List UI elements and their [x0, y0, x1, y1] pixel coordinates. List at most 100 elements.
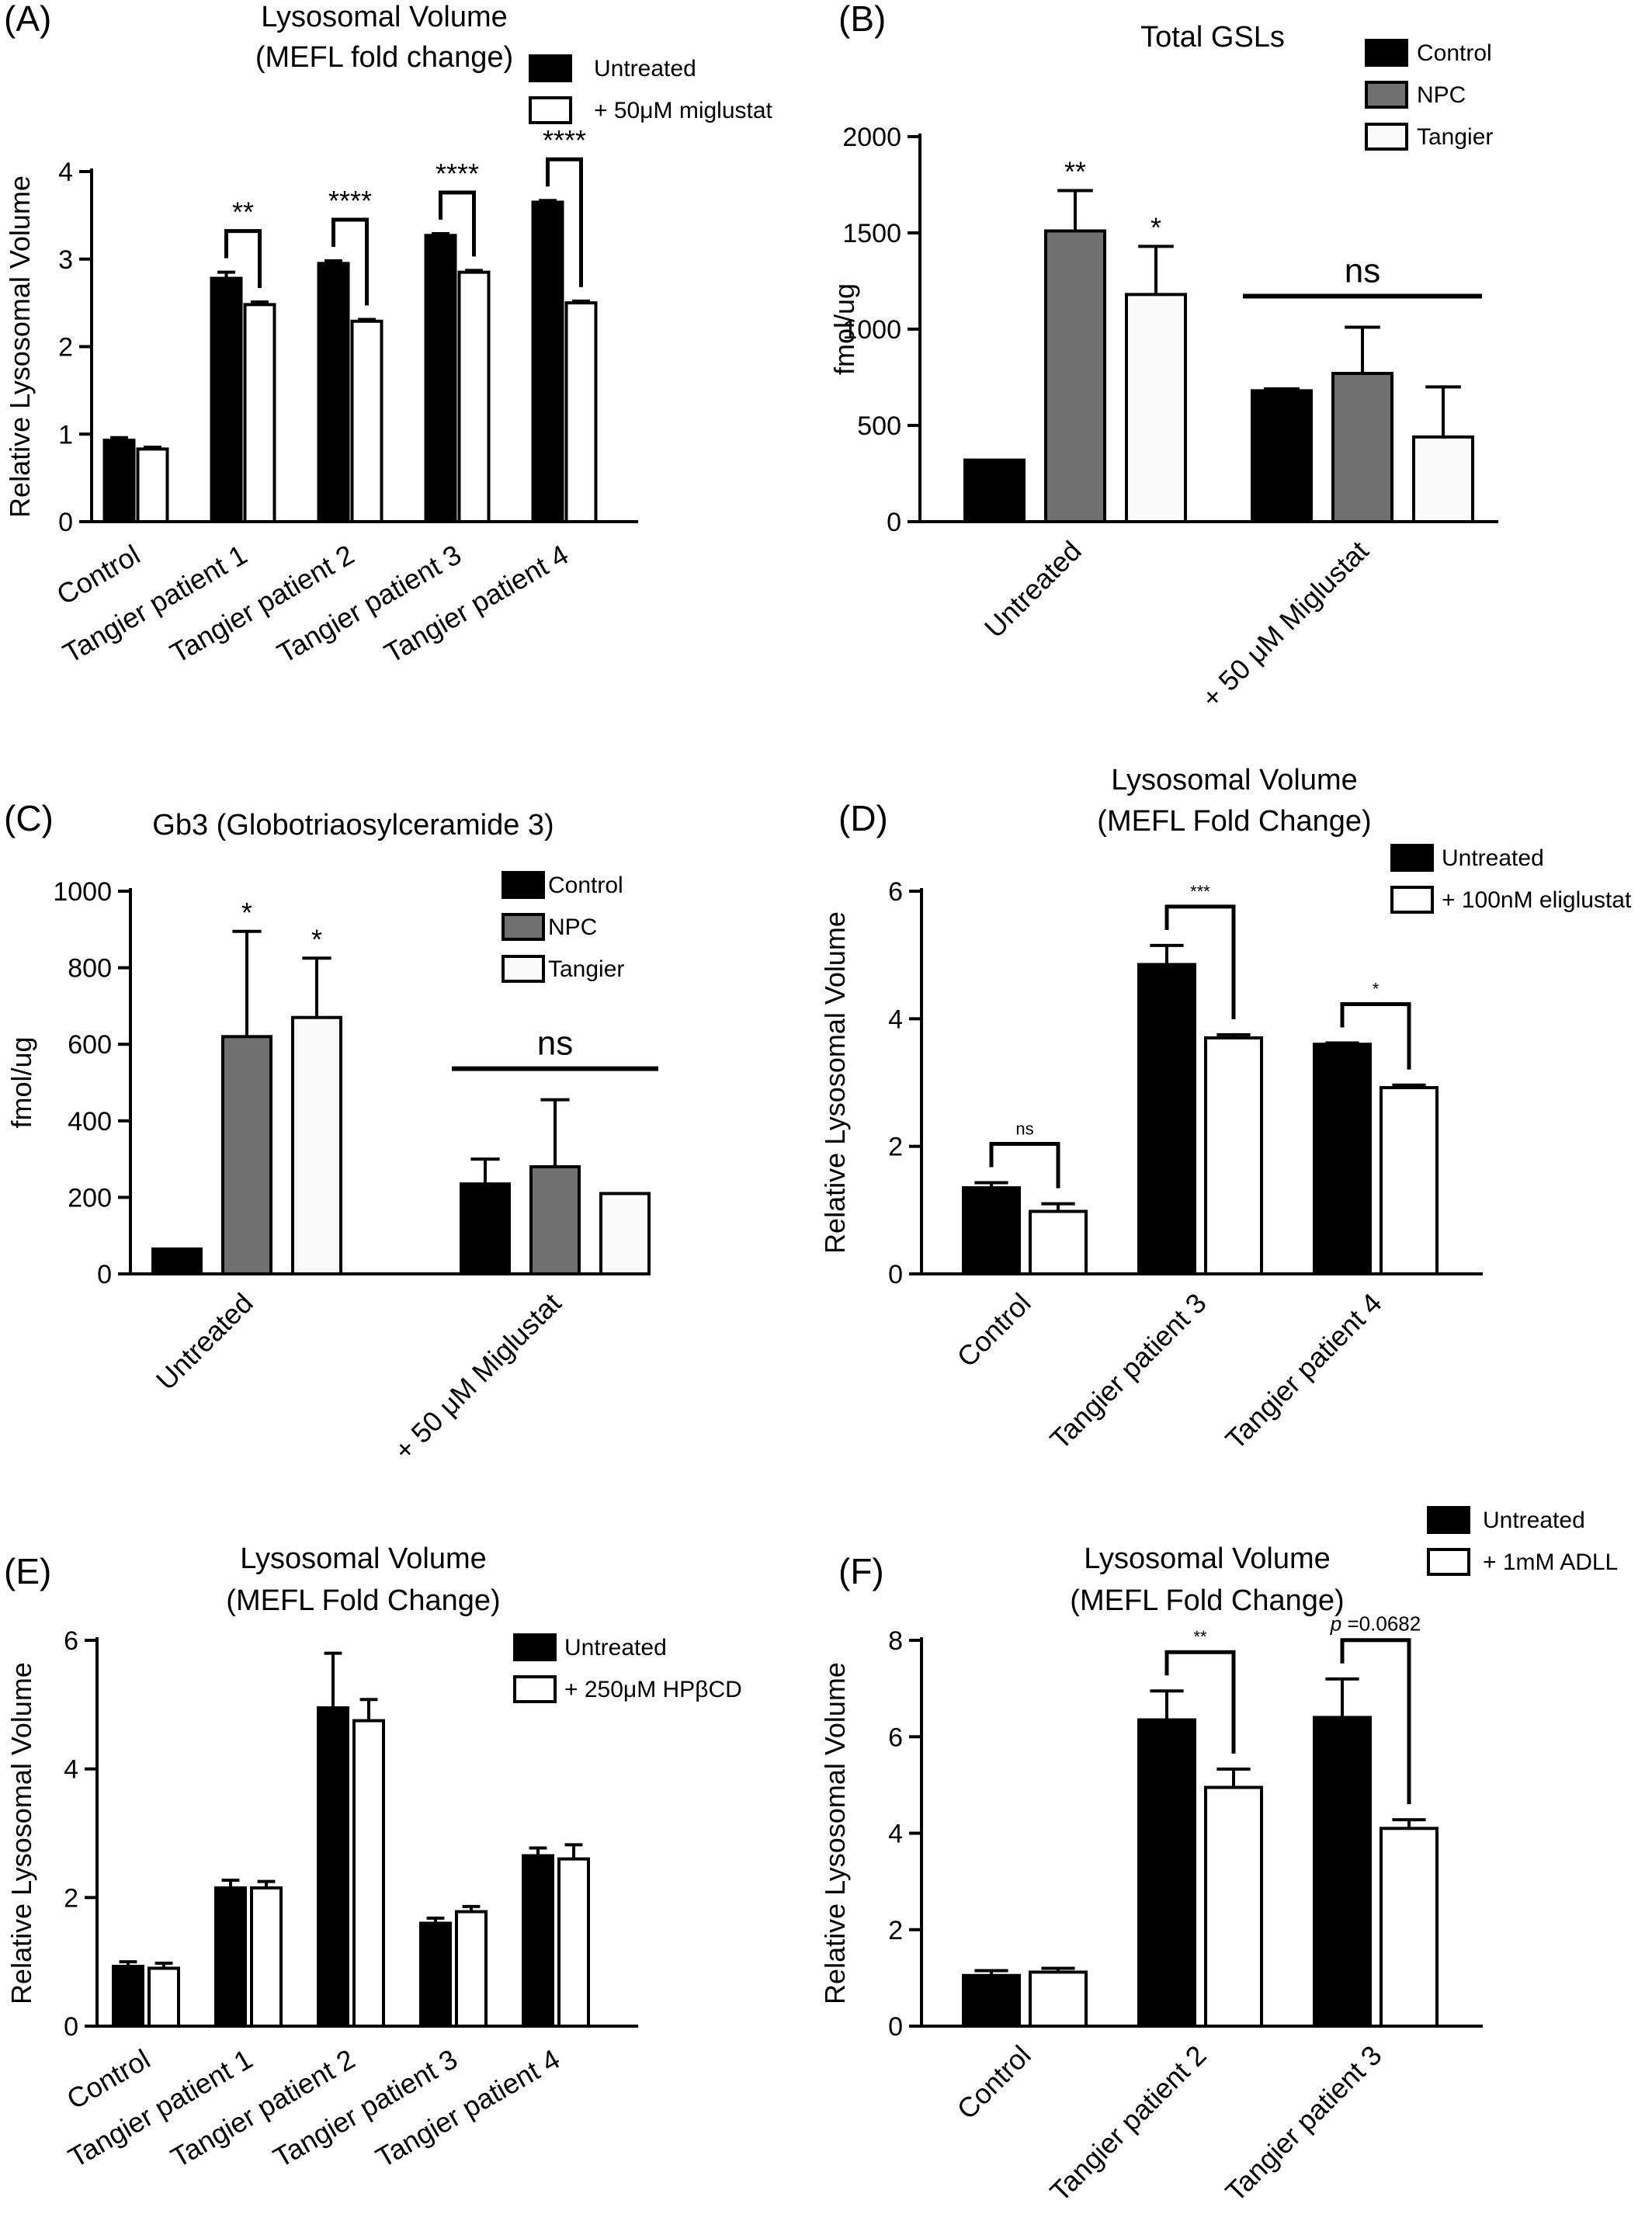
chart-panel-e: (E) Lysosomal Volume (MEFL Fold Change) 0 2 4…: [4, 1543, 742, 2174]
y-tick-label: 1: [58, 420, 73, 449]
bar: [1125, 293, 1187, 523]
significance-label: **: [1064, 155, 1086, 187]
bar: [419, 1921, 452, 2028]
bar: [1331, 372, 1393, 524]
significance-label: **: [232, 196, 254, 228]
bar: [460, 1182, 511, 1276]
legend-swatch: [1427, 1506, 1470, 1534]
bar: [599, 1192, 651, 1275]
legend-label: Tangier: [548, 956, 624, 982]
legend-swatch: [502, 913, 545, 941]
legend-label: + 1mM ADLL: [1483, 1549, 1618, 1575]
bar: [531, 200, 564, 523]
x-tick-label: + 50 μM Miglustat: [1196, 535, 1375, 714]
y-tick-label: 4: [64, 1755, 78, 1785]
legend-swatch: [502, 871, 545, 899]
significance-label: *: [311, 923, 322, 955]
y-tick-label: 1000: [53, 877, 112, 907]
bar: [1029, 1209, 1088, 1276]
significance-label: ns: [1345, 252, 1380, 290]
y-tick-label: 0: [888, 1260, 903, 1289]
y-tick-label: 800: [68, 954, 112, 984]
x-tick-label: Tangier patient 4: [379, 538, 574, 669]
panel-label: (D): [838, 798, 888, 838]
x-tick-label: Untreated: [978, 535, 1088, 644]
chart-subtitle: (MEFL Fold Change): [1097, 805, 1371, 838]
bar: [1137, 1718, 1196, 2028]
x-tick-label: Tangier patient 4: [1219, 1287, 1387, 1456]
bar: [1251, 389, 1313, 523]
bar: [243, 303, 276, 523]
y-tick-label: 0: [64, 2012, 78, 2042]
y-tick-label: 3: [58, 245, 73, 275]
legend-swatch: [513, 1633, 557, 1661]
legend-swatch: [529, 54, 572, 82]
legend-swatch: [513, 1675, 557, 1703]
legend-label: + 50μM miglustat: [594, 98, 773, 123]
legend-swatch: [1390, 844, 1434, 872]
significance-bracket: [1164, 904, 1236, 1019]
y-tick-label: 0: [97, 1260, 112, 1289]
y-axis-label: Relative Lysosomal Volume: [819, 1662, 851, 2004]
y-tick-label: 4: [888, 1820, 903, 1849]
legend-label: Untreated: [1442, 845, 1544, 871]
chart-panel-c: (C) Gb3 (Globotriaosylceramide 3) 0 200 400 6…: [4, 798, 658, 1466]
bar: [455, 1910, 488, 2028]
x-tick-label: Tangier patient 3: [1043, 1287, 1212, 1456]
panel-label: (A): [4, 0, 51, 39]
chart-title: Lysosomal Volume: [240, 1543, 487, 1575]
bar: [557, 1857, 590, 2028]
significance-label: ns: [537, 1025, 573, 1063]
chart-panel-f: (F) Lysosomal Volume (MEFL Fold Change) 0 2 4…: [819, 1506, 1618, 2208]
legend-swatch: [1427, 1548, 1470, 1576]
bar: [1380, 1827, 1439, 2028]
significance-label: ****: [436, 158, 479, 189]
bar: [1313, 1716, 1372, 2028]
chart-panel-a: (A) Lysosomal Volume (MEFL fold change) 0 1 2…: [4, 0, 773, 669]
bar: [136, 447, 169, 523]
chart-title: Lysosomal Volume: [1084, 1543, 1331, 1575]
y-tick-label: 500: [857, 411, 901, 441]
y-tick-label: 6: [64, 1626, 78, 1656]
x-tick-label: Control: [951, 2039, 1037, 2126]
y-tick-label: 2: [58, 333, 73, 363]
bar: [457, 270, 491, 523]
significance-label: *: [1150, 211, 1161, 243]
y-tick-label: 6: [888, 1723, 903, 1752]
chart-subtitle: (MEFL Fold Change): [1070, 1584, 1344, 1617]
y-tick-label: 2: [888, 1916, 903, 1945]
y-axis-label: fmol/ug: [5, 1036, 37, 1128]
x-tick-label: Tangier patient 1: [63, 2042, 258, 2174]
y-tick-label: 200: [68, 1183, 112, 1213]
bar: [317, 262, 350, 523]
bar: [1204, 1785, 1263, 2028]
significance-label: **: [1193, 1627, 1207, 1647]
legend-label: Tangier: [1417, 124, 1493, 150]
legend-label: Control: [548, 873, 623, 898]
bar: [317, 1706, 349, 2028]
x-tick-label: Tangier patient 2: [165, 538, 359, 669]
significance-label: p =0.0682: [1330, 1612, 1421, 1636]
y-tick-label: 400: [68, 1107, 112, 1136]
y-tick-label: 4: [888, 1005, 903, 1034]
x-tick-label: Tangier patient 1: [57, 538, 252, 669]
legend-label: Untreated: [564, 1635, 667, 1660]
bar: [424, 234, 457, 523]
significance-p-value: =0.0682: [1341, 1612, 1421, 1636]
significance-bracket: [1340, 1638, 1411, 1805]
y-tick-label: 0: [887, 508, 901, 537]
bar: [1380, 1086, 1439, 1276]
bar: [564, 301, 598, 523]
bar: [291, 1015, 342, 1275]
legend-label: + 250μM HPβCD: [564, 1677, 742, 1702]
chart-title: Gb3 (Globotriaosylceramide 3): [152, 809, 554, 842]
bar: [1412, 435, 1474, 524]
significance-label: ****: [543, 124, 586, 156]
bar: [151, 1247, 203, 1275]
chart-title: Lysosomal Volume: [1111, 764, 1358, 796]
significance-label: ***: [1190, 882, 1210, 901]
legend-swatch: [1365, 39, 1408, 67]
bar: [522, 1854, 554, 2028]
legend-label: NPC: [1417, 82, 1466, 108]
